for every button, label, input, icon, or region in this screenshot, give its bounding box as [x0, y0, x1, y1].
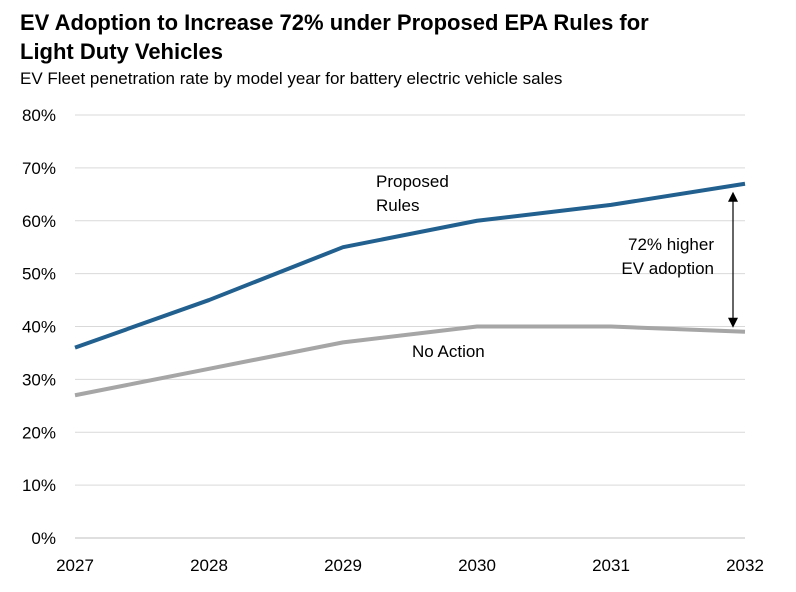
series-line-no-action	[74, 324, 746, 398]
y-tick-label: 10%	[22, 476, 56, 495]
chart-title-line-2: Light Duty Vehicles	[20, 39, 223, 64]
y-tick-label: 20%	[22, 423, 56, 442]
annotation-text: EV adoption	[621, 259, 714, 278]
series-label-proposed-rules: Proposed	[376, 172, 449, 191]
y-tick-label: 30%	[22, 370, 56, 389]
y-axis-tick-labels: 0% 10% 20% 30% 40% 50% 60% 70% 80%	[22, 106, 56, 548]
y-tick-label: 0%	[31, 529, 56, 548]
y-tick-label: 70%	[22, 159, 56, 178]
chart-subtitle: EV Fleet penetration rate by model year …	[20, 69, 563, 88]
annotation-text: 72% higher	[628, 235, 714, 254]
series-labels: Proposed Rules No Action	[376, 172, 485, 361]
x-tick-label: 2029	[324, 556, 362, 575]
x-tick-label: 2031	[592, 556, 630, 575]
series-label-proposed-rules: Rules	[376, 196, 419, 215]
chart-title: EV Adoption to Increase 72% under Propos…	[20, 8, 780, 66]
series-lines	[74, 181, 746, 398]
x-tick-label: 2030	[458, 556, 496, 575]
y-tick-label: 60%	[22, 212, 56, 231]
y-tick-label: 80%	[22, 106, 56, 125]
y-tick-label: 50%	[22, 265, 56, 284]
y-tick-label: 40%	[22, 318, 56, 337]
arrow-head-up	[728, 191, 738, 202]
difference-annotation: 72% higher EV adoption	[621, 191, 738, 328]
series-line-proposed-rules	[74, 181, 746, 350]
arrow-head-down	[728, 317, 738, 328]
x-axis-tick-labels: 2027 2028 2029 2030 2031 2032	[56, 556, 764, 575]
x-tick-label: 2032	[726, 556, 764, 575]
chart-title-line-1: EV Adoption to Increase 72% under Propos…	[20, 10, 649, 35]
x-tick-label: 2028	[190, 556, 228, 575]
series-label-no-action: No Action	[412, 342, 485, 361]
x-tick-label: 2027	[56, 556, 94, 575]
